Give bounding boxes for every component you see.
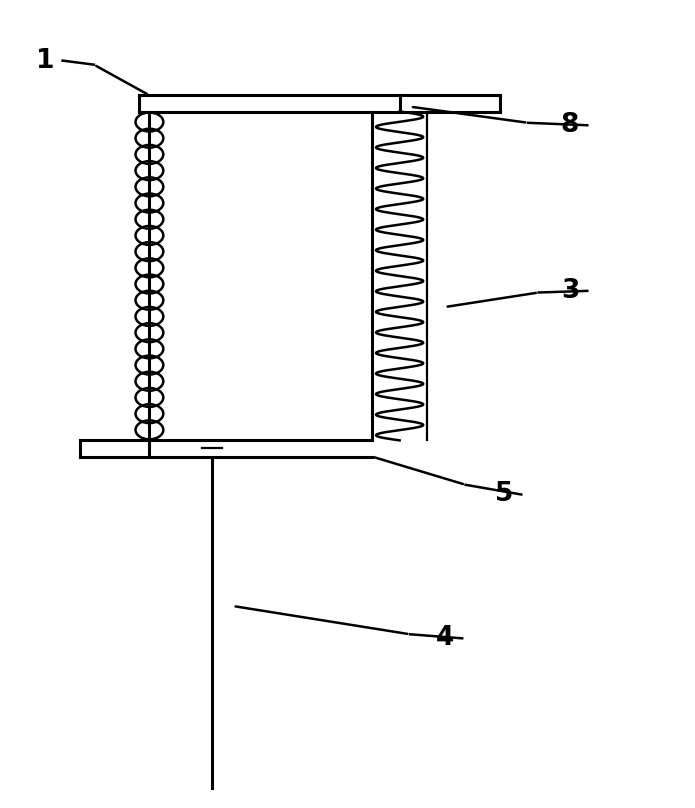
Text: 4: 4 [436, 625, 454, 651]
Text: 5: 5 [495, 482, 513, 507]
Text: 3: 3 [561, 278, 579, 304]
Text: 1: 1 [36, 48, 54, 74]
Text: 8: 8 [561, 112, 579, 138]
